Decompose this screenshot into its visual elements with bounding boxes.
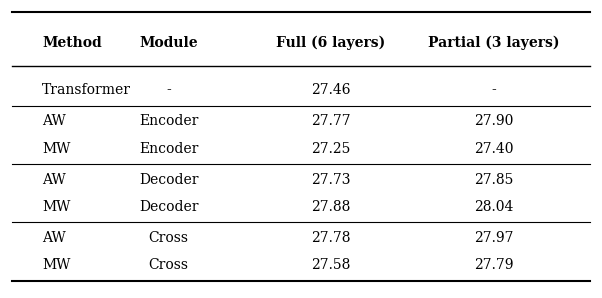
- Text: Cross: Cross: [149, 258, 188, 272]
- Text: 27.85: 27.85: [474, 173, 514, 187]
- Text: Full (6 layers): Full (6 layers): [276, 36, 386, 50]
- Text: 27.79: 27.79: [474, 258, 514, 272]
- Text: 27.73: 27.73: [311, 173, 351, 187]
- Text: AW: AW: [42, 114, 66, 128]
- Text: MW: MW: [42, 200, 70, 214]
- Text: 27.97: 27.97: [474, 231, 514, 245]
- Text: AW: AW: [42, 173, 66, 187]
- Text: Decoder: Decoder: [139, 200, 198, 214]
- Text: Method: Method: [42, 36, 102, 50]
- Text: 27.88: 27.88: [311, 200, 351, 214]
- Text: 28.04: 28.04: [474, 200, 514, 214]
- Text: 27.58: 27.58: [311, 258, 351, 272]
- Text: Partial (3 layers): Partial (3 layers): [428, 36, 559, 50]
- Text: AW: AW: [42, 231, 66, 245]
- Text: Cross: Cross: [149, 231, 188, 245]
- Text: -: -: [166, 83, 171, 97]
- Text: MW: MW: [42, 142, 70, 156]
- Text: 27.40: 27.40: [474, 142, 514, 156]
- Text: 27.78: 27.78: [311, 231, 351, 245]
- Text: -: -: [491, 83, 496, 97]
- Text: MW: MW: [42, 258, 70, 272]
- Text: 27.25: 27.25: [311, 142, 351, 156]
- Text: 27.46: 27.46: [311, 83, 351, 97]
- Text: Encoder: Encoder: [139, 114, 198, 128]
- Text: 27.90: 27.90: [474, 114, 514, 128]
- Text: Encoder: Encoder: [139, 142, 198, 156]
- Text: Transformer: Transformer: [42, 83, 131, 97]
- Text: Module: Module: [139, 36, 198, 50]
- Text: 27.77: 27.77: [311, 114, 351, 128]
- Text: Decoder: Decoder: [139, 173, 198, 187]
